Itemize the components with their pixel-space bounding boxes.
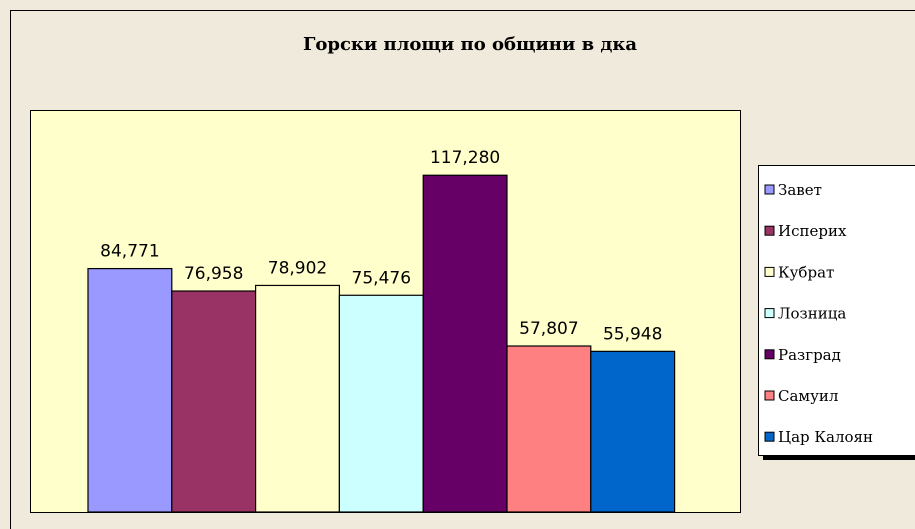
legend-swatch (764, 308, 775, 319)
legend-swatch (764, 431, 775, 442)
legend-swatch (764, 266, 775, 277)
legend-label: Лозница (778, 305, 846, 323)
data-label: 75,476 (352, 268, 411, 288)
legend-label: Самуил (778, 387, 838, 405)
bar (422, 174, 508, 513)
bar (338, 294, 424, 513)
legend-swatch (764, 225, 775, 236)
legend-label: Разград (778, 346, 841, 364)
bar (255, 284, 341, 513)
legend-label: Завет (778, 181, 822, 199)
bar (506, 345, 592, 513)
legend-swatch (764, 349, 775, 360)
data-label: 76,958 (184, 264, 243, 284)
legend-label: Кубрат (778, 263, 834, 281)
legend (758, 165, 915, 456)
legend-label: Цар Калоян (778, 428, 873, 446)
chart-title: Горски площи по общини в дка (303, 34, 637, 55)
chart-border (10, 10, 915, 529)
bar (87, 267, 173, 513)
data-label: 57,807 (519, 319, 578, 339)
legend-swatch (764, 184, 775, 195)
data-label: 78,902 (268, 258, 327, 278)
legend-swatch (764, 390, 775, 401)
legend-label: Исперих (778, 222, 847, 240)
data-label: 117,280 (430, 148, 500, 168)
bar (171, 290, 257, 513)
bar (590, 350, 676, 513)
data-label: 84,771 (100, 242, 159, 262)
data-label: 55,948 (603, 324, 662, 344)
